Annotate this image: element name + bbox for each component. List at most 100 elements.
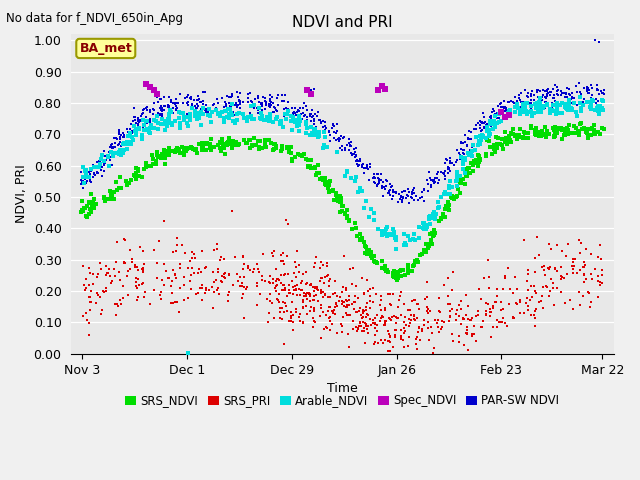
Point bbox=[461, 329, 472, 337]
Point bbox=[86, 178, 97, 186]
Point bbox=[279, 112, 289, 120]
Point bbox=[456, 138, 467, 146]
Point bbox=[90, 171, 100, 179]
Point bbox=[282, 144, 292, 151]
Point bbox=[316, 312, 326, 320]
Point bbox=[471, 125, 481, 133]
Point bbox=[568, 255, 578, 263]
Point bbox=[595, 130, 605, 137]
Point bbox=[76, 208, 86, 216]
Point bbox=[178, 99, 188, 107]
Point bbox=[131, 120, 141, 127]
Point bbox=[482, 136, 492, 144]
Point bbox=[391, 236, 401, 244]
Point bbox=[351, 282, 361, 289]
Point bbox=[230, 119, 240, 127]
Point bbox=[447, 286, 458, 293]
Point bbox=[302, 289, 312, 297]
Point bbox=[563, 106, 573, 114]
Point bbox=[575, 120, 585, 127]
Point bbox=[189, 112, 200, 120]
Point bbox=[482, 128, 492, 135]
Point bbox=[344, 217, 354, 225]
Point bbox=[253, 265, 263, 273]
Point bbox=[422, 307, 432, 315]
Point bbox=[198, 88, 208, 96]
Point bbox=[500, 319, 510, 327]
Point bbox=[160, 102, 170, 109]
Point bbox=[408, 235, 418, 242]
Point bbox=[353, 162, 363, 170]
Point bbox=[531, 131, 541, 139]
Point bbox=[141, 163, 151, 170]
Point bbox=[193, 96, 203, 104]
Point bbox=[595, 241, 605, 249]
Point bbox=[243, 98, 253, 106]
Point bbox=[181, 147, 191, 155]
Point bbox=[544, 130, 554, 138]
Point bbox=[568, 265, 578, 273]
Point bbox=[185, 110, 195, 118]
Point bbox=[267, 299, 277, 307]
Point bbox=[393, 268, 403, 276]
Point bbox=[243, 94, 253, 102]
Point bbox=[510, 132, 520, 140]
Point bbox=[383, 268, 394, 276]
Point bbox=[189, 251, 199, 258]
Point bbox=[84, 173, 94, 180]
Point bbox=[301, 130, 311, 137]
Point bbox=[581, 99, 591, 107]
Point bbox=[437, 211, 447, 218]
Point bbox=[156, 102, 166, 110]
Point bbox=[291, 309, 301, 316]
Point bbox=[220, 107, 230, 115]
Point bbox=[462, 329, 472, 337]
Point bbox=[354, 162, 364, 169]
Point bbox=[489, 141, 499, 148]
Point bbox=[170, 117, 180, 125]
Point bbox=[526, 108, 536, 115]
Point bbox=[360, 165, 371, 172]
Point bbox=[193, 269, 204, 276]
Point bbox=[287, 156, 297, 163]
Point bbox=[187, 254, 197, 262]
Point bbox=[177, 241, 187, 249]
Point bbox=[131, 164, 141, 172]
Point bbox=[111, 134, 122, 142]
Point bbox=[264, 100, 274, 108]
Point bbox=[523, 94, 533, 101]
Point bbox=[492, 316, 502, 324]
Point bbox=[228, 137, 239, 145]
Point bbox=[288, 114, 298, 121]
Point bbox=[316, 289, 326, 297]
Point bbox=[201, 101, 211, 109]
Point bbox=[351, 160, 362, 168]
Point bbox=[306, 117, 316, 125]
Point bbox=[462, 168, 472, 176]
Point bbox=[174, 308, 184, 316]
Point bbox=[466, 317, 476, 324]
Point bbox=[384, 190, 394, 197]
Point bbox=[111, 178, 121, 186]
Point bbox=[341, 296, 351, 304]
Point bbox=[88, 199, 98, 207]
Point bbox=[429, 231, 439, 239]
Point bbox=[148, 106, 159, 114]
Point bbox=[172, 234, 182, 241]
Point bbox=[529, 131, 540, 138]
Point bbox=[515, 110, 525, 118]
Point bbox=[584, 89, 594, 96]
Point bbox=[377, 257, 387, 264]
Point bbox=[318, 261, 328, 269]
Point bbox=[308, 317, 319, 325]
Point bbox=[99, 194, 109, 202]
Point bbox=[170, 270, 180, 278]
Point bbox=[593, 85, 603, 93]
Point bbox=[488, 304, 498, 312]
Point bbox=[195, 285, 205, 292]
Point bbox=[560, 103, 570, 111]
Point bbox=[399, 356, 409, 363]
Point bbox=[335, 144, 346, 152]
Point bbox=[550, 124, 560, 132]
Point bbox=[84, 199, 94, 207]
